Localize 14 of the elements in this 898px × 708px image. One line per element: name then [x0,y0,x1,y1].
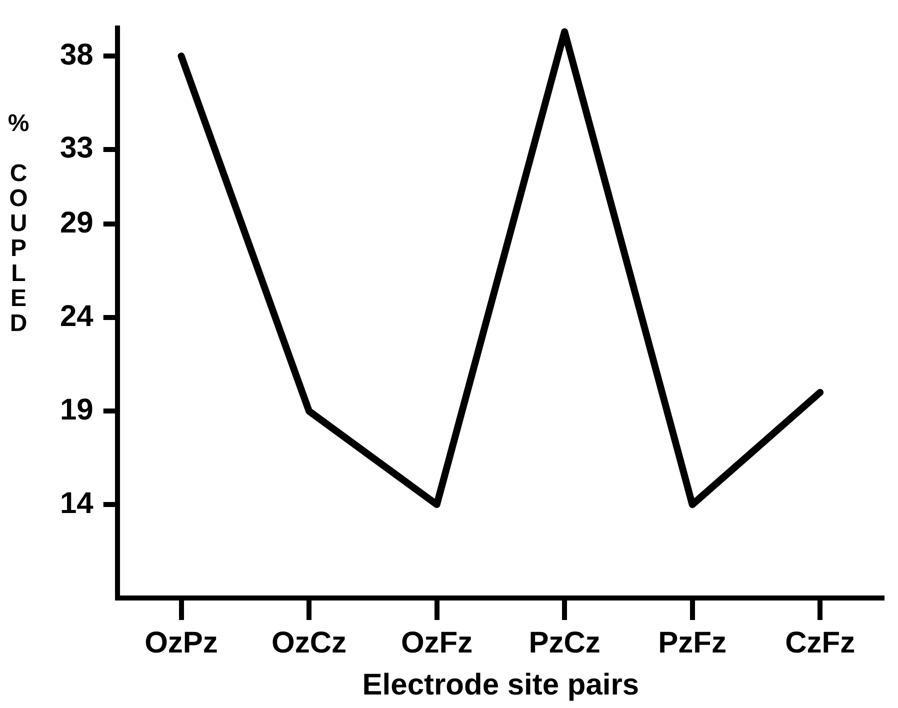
y-tick-label: 14 [60,486,94,520]
x-tick-label: OzFz [400,626,473,660]
y-axis-title: % COUPLED [4,110,32,335]
x-axis-title: Electrode site pairs [362,668,640,702]
y-tick-label: 24 [60,300,94,333]
x-tick-label: OzCz [272,626,347,660]
y-tick-label: 33 [60,132,94,165]
y-tick-label: 38 [60,38,94,72]
x-tick-label: CzFz [785,626,856,660]
x-tick-label: OzPz [144,626,218,660]
y-tick-label: 19 [60,393,94,426]
x-tick-label: PzFz [658,626,727,660]
x-tick-label: PzCz [528,626,600,660]
y-tick-label: 29 [60,206,94,240]
